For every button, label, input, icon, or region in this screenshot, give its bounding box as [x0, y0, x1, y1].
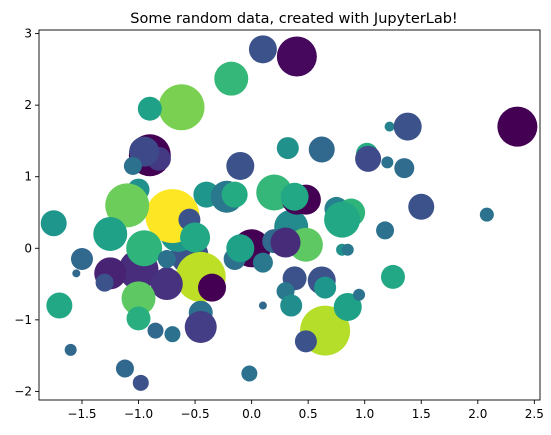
- scatter-point: [333, 292, 362, 321]
- scatter-point: [258, 301, 267, 310]
- scatter-point: [95, 273, 114, 292]
- x-tick-label: 0.5: [299, 407, 318, 421]
- scatter-point: [394, 158, 415, 179]
- y-tick-label: −1: [14, 313, 32, 327]
- scatter-point: [226, 151, 255, 180]
- scatter-point: [70, 248, 93, 271]
- scatter-point: [132, 374, 149, 391]
- scatter-point: [252, 252, 273, 273]
- scatter-point: [497, 106, 538, 147]
- scatter-point: [270, 227, 301, 258]
- scatter-point: [308, 136, 335, 163]
- scatter-point: [158, 84, 205, 131]
- scatter-point: [115, 359, 134, 378]
- scatter-point: [221, 181, 248, 208]
- y-tick-label: 0: [24, 241, 32, 255]
- x-tick-label: −0.5: [180, 407, 209, 421]
- scatter-point: [393, 112, 422, 141]
- scatter-point: [384, 121, 395, 132]
- scatter-point: [184, 311, 217, 343]
- y-axis: −2 −1 0 1 2 3: [14, 27, 39, 398]
- y-tick-label: 1: [24, 170, 32, 184]
- x-tick-label: −1.0: [124, 407, 153, 421]
- scatter-point: [324, 201, 361, 238]
- scatter-point: [355, 145, 382, 172]
- scatter-point: [241, 365, 258, 382]
- scatter-point: [121, 281, 156, 316]
- scatter-point: [157, 250, 176, 269]
- scatter-point: [280, 182, 309, 211]
- scatter-point: [147, 322, 164, 339]
- scatter-point: [214, 61, 249, 96]
- scatter-point: [40, 210, 67, 237]
- plot-frame: [38, 29, 541, 401]
- scatter-point: [46, 292, 73, 319]
- scatter-point: [479, 207, 494, 222]
- scatter-point: [381, 156, 394, 169]
- scatter-point: [137, 96, 162, 121]
- x-tick-label: 2.5: [525, 407, 544, 421]
- x-tick-label: −1.5: [67, 407, 96, 421]
- scatter-point: [376, 221, 395, 240]
- scatter-point: [105, 183, 150, 228]
- y-tick-label: 2: [24, 98, 32, 112]
- chart-title: Some random data, created with JupyterLa…: [130, 11, 457, 27]
- scatter-point: [126, 230, 163, 267]
- scatter-point: [248, 35, 277, 64]
- scatter-point: [276, 137, 299, 160]
- scatter-point: [380, 264, 405, 289]
- x-axis: −1.5 −1.0 −0.5 0.0 0.5 1.0 1.5 2.0 2.5: [67, 400, 544, 421]
- scatter-point: [126, 306, 151, 331]
- y-tick-label: 3: [24, 27, 32, 41]
- scatter-point: [64, 343, 77, 356]
- x-tick-label: 1.5: [412, 407, 431, 421]
- scatter-point: [123, 156, 142, 175]
- scatter-point: [314, 276, 337, 299]
- scatter-point: [276, 36, 317, 77]
- scatter-point: [72, 269, 81, 278]
- scatter-point: [164, 326, 181, 343]
- points-layer: [40, 35, 538, 391]
- scatter-point: [93, 216, 128, 251]
- scatter-point: [226, 234, 255, 263]
- scatter-point: [353, 288, 366, 301]
- scatter-point: [198, 273, 227, 302]
- x-tick-label: 1.0: [355, 407, 374, 421]
- scatter-point: [280, 294, 303, 317]
- y-tick-label: −2: [14, 384, 32, 398]
- scatter-point: [150, 268, 183, 301]
- scatter-point: [408, 193, 435, 220]
- x-tick-label: 2.0: [468, 407, 487, 421]
- scatter-point: [180, 222, 211, 253]
- x-tick-label: 0.0: [242, 407, 261, 421]
- scatter-point: [341, 243, 354, 256]
- scatter-point: [294, 330, 317, 353]
